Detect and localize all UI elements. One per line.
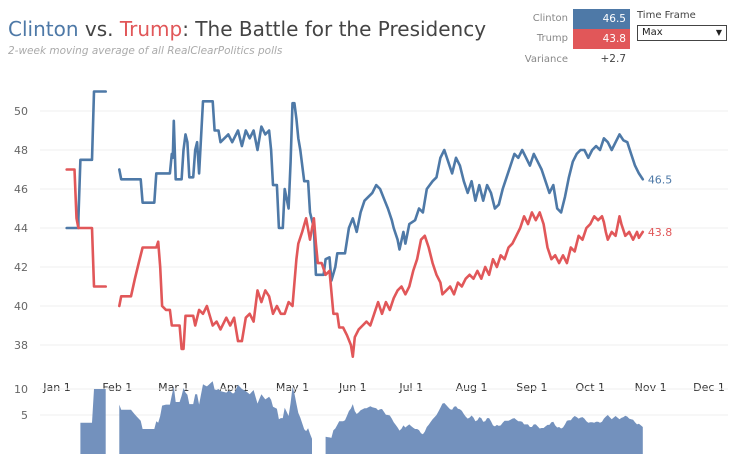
series-line-trump	[118, 211, 645, 358]
y-tick-label: 50	[14, 105, 28, 118]
variance-area	[80, 389, 106, 454]
series-line-clinton	[118, 100, 645, 282]
variance-value: +2.7	[600, 53, 627, 65]
x-tick-label: Nov 1	[635, 381, 667, 394]
x-tick-label: Aug 1	[456, 381, 488, 394]
variance-tick-label: 5	[21, 409, 28, 422]
y-tick-label: 44	[14, 222, 28, 235]
clinton-score-row: Clinton 46.5	[516, 9, 630, 29]
y-tick-label: 40	[14, 300, 28, 313]
title-clinton: Clinton	[8, 17, 79, 41]
variance-label: Variance	[524, 54, 568, 65]
y-tick-label: 42	[14, 261, 28, 274]
x-tick-label: Jul 1	[398, 381, 423, 394]
y-tick-label: 38	[14, 339, 28, 352]
time-frame-dropdown[interactable]: Max ▼	[637, 25, 727, 41]
x-tick-label: Dec 1	[693, 381, 725, 394]
time-frame-label: Time Frame	[637, 10, 696, 21]
trump-score-row: Trump 43.8	[516, 29, 630, 49]
x-tick-label: Feb 1	[102, 381, 132, 394]
variance-area	[325, 403, 643, 454]
variance-tick-label: 10	[14, 383, 28, 396]
end-label-trump: 43.8	[648, 226, 673, 239]
trump-score-value: 43.8	[573, 29, 630, 49]
clinton-score-label: Clinton	[532, 13, 568, 24]
chevron-down-icon[interactable]: ▼	[715, 28, 722, 37]
title-vs: vs.	[78, 17, 120, 41]
series-line-clinton	[65, 90, 107, 230]
chart-title: Clinton vs. Trump: The Battle for the Pr…	[8, 17, 486, 41]
x-tick-label: Oct 1	[576, 381, 606, 394]
x-tick-label: Jun 1	[338, 381, 367, 394]
clinton-score-value: 46.5	[573, 9, 630, 29]
title-trump: Trump	[119, 17, 183, 41]
chart-subtitle: 2-week moving average of all RealClearPo…	[8, 45, 283, 57]
time-frame-selected: Max	[642, 27, 663, 38]
x-tick-label: Sep 1	[516, 381, 547, 394]
trump-score-label: Trump	[536, 33, 568, 44]
y-tick-label: 48	[14, 144, 28, 157]
title-rest: : The Battle for the Presidency	[182, 17, 487, 41]
y-tick-label: 46	[14, 183, 28, 196]
end-label-clinton: 46.5	[648, 173, 673, 186]
x-tick-label: Jan 1	[42, 381, 70, 394]
variance-area	[119, 381, 312, 454]
series-line-trump	[65, 168, 107, 288]
